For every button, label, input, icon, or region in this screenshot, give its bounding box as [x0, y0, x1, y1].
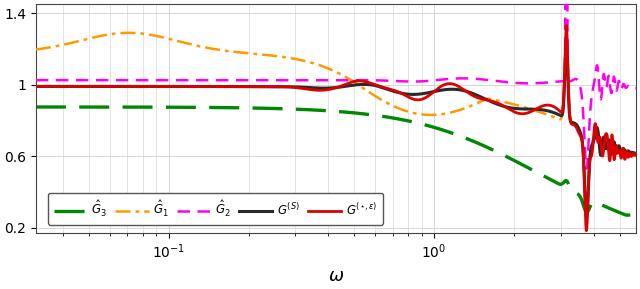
X-axis label: $\omega$: $\omega$ — [328, 267, 344, 285]
$G^{(\star,\epsilon)}$ — [32, 85, 40, 88]
$\hat{G}_1$ — [101, 33, 109, 37]
$\hat{G}_3$ — [291, 108, 298, 111]
$\hat{G}_1$ — [637, 157, 640, 160]
$\hat{G}_2$ — [264, 78, 272, 82]
Line: $\hat{G}_3$: $\hat{G}_3$ — [36, 107, 640, 215]
$G^{(\star,\epsilon)}$ — [264, 85, 272, 88]
Line: $G^{(S)}$: $G^{(S)}$ — [36, 42, 640, 218]
$G^{(S)}$ — [101, 85, 109, 88]
$G^{(S)}$ — [264, 85, 272, 88]
$G^{(\star,\epsilon)}$ — [560, 86, 568, 90]
Line: $G^{(\star,\epsilon)}$: $G^{(\star,\epsilon)}$ — [36, 25, 640, 231]
$\hat{G}_2$ — [626, 86, 634, 89]
$\hat{G}_1$ — [264, 53, 272, 57]
$G^{(S)}$ — [137, 85, 145, 88]
$G^{(\star,\epsilon)}$ — [563, 24, 570, 27]
$\hat{G}_1$ — [137, 32, 145, 35]
$\hat{G}_1$ — [291, 57, 298, 60]
$\hat{G}_1$ — [32, 48, 40, 51]
$\hat{G}_2$ — [137, 78, 145, 82]
Legend: $\hat{G}_3$, $\hat{G}_1$, $\hat{G}_2$, $G^{(S)}$, $G^{(\star,\epsilon)}$: $\hat{G}_3$, $\hat{G}_1$, $\hat{G}_2$, $… — [48, 193, 383, 225]
$G^{(\star,\epsilon)}$ — [291, 86, 298, 89]
$G^{(S)}$ — [626, 150, 634, 154]
$\hat{G}_3$ — [137, 105, 145, 109]
$\hat{G}_2$ — [560, 79, 568, 83]
$G^{(S)}$ — [637, 153, 640, 157]
$G^{(\star,\epsilon)}$ — [101, 85, 109, 88]
$G^{(S)}$ — [291, 85, 298, 89]
$\hat{G}_3$ — [622, 213, 630, 217]
$G^{(\star,\epsilon)}$ — [137, 85, 145, 88]
$\hat{G}_3$ — [560, 180, 568, 184]
$G^{(\star,\epsilon)}$ — [582, 229, 590, 232]
$\hat{G}_2$ — [32, 78, 40, 82]
$\hat{G}_3$ — [32, 105, 40, 109]
$G^{(\star,\epsilon)}$ — [626, 152, 634, 155]
$G^{(S)}$ — [563, 40, 570, 44]
$G^{(\star,\epsilon)}$ — [637, 151, 640, 155]
$\hat{G}_1$ — [125, 31, 132, 35]
$\hat{G}_3$ — [101, 105, 109, 109]
$\hat{G}_1$ — [561, 87, 568, 90]
$\hat{G}_3$ — [625, 213, 633, 217]
$\hat{G}_2$ — [101, 78, 109, 82]
$G^{(S)}$ — [32, 85, 40, 88]
$\hat{G}_2$ — [291, 78, 298, 82]
$\hat{G}_2$ — [583, 167, 591, 170]
$G^{(S)}$ — [582, 216, 590, 220]
$\hat{G}_3$ — [264, 107, 272, 110]
$G^{(S)}$ — [560, 93, 568, 97]
Line: $\hat{G}_1$: $\hat{G}_1$ — [36, 33, 640, 202]
$\hat{G}_3$ — [637, 213, 640, 217]
Line: $\hat{G}_2$: $\hat{G}_2$ — [36, 0, 640, 168]
$\hat{G}_1$ — [626, 151, 634, 154]
$\hat{G}_2$ — [637, 87, 640, 90]
$\hat{G}_1$ — [582, 200, 590, 203]
